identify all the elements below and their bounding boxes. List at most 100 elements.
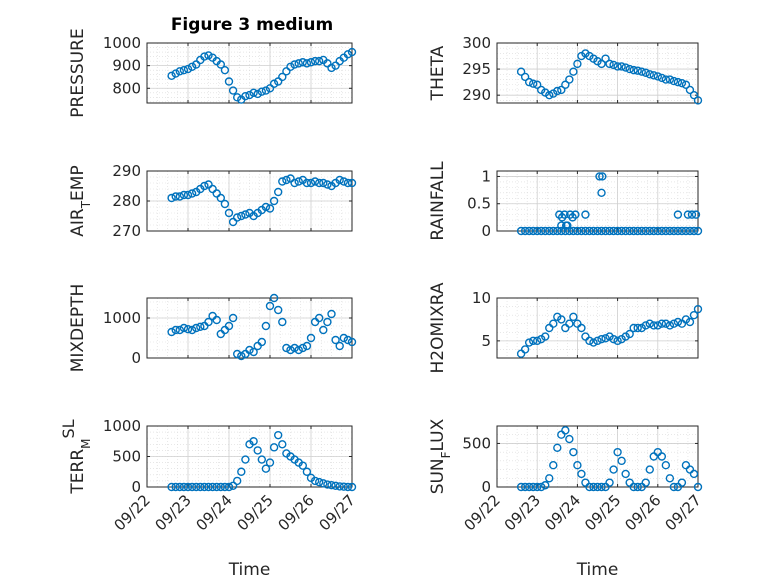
data-point — [516, 67, 526, 76]
subplot-pressure: 800 900 1000 PRESSURE — [68, 28, 357, 118]
data-point — [677, 78, 687, 88]
data-point — [545, 90, 554, 100]
data-point — [323, 480, 332, 489]
data-point — [549, 319, 558, 328]
data-point — [673, 226, 683, 236]
data-point — [649, 71, 658, 80]
data-point — [621, 226, 630, 236]
data-point — [208, 184, 217, 194]
subplot-rainfall: 0 0.5 1 RAINFALL — [428, 161, 703, 241]
data-point — [167, 482, 176, 492]
data-point — [331, 481, 340, 490]
data-point — [310, 476, 320, 486]
data-point — [669, 319, 679, 328]
data-point — [629, 323, 638, 333]
data-point — [609, 465, 618, 474]
data-point — [241, 92, 250, 101]
data-point — [597, 482, 606, 492]
data-point — [645, 226, 654, 236]
data-point — [290, 60, 299, 69]
data-point — [278, 440, 287, 449]
y-axis-label: PRESSURE — [68, 28, 88, 117]
data-point — [577, 323, 586, 333]
data-point — [228, 86, 238, 95]
data-point — [569, 226, 578, 236]
data-point — [261, 202, 271, 212]
data-point — [657, 73, 667, 83]
data-point — [561, 221, 571, 230]
data-point — [681, 80, 691, 89]
data-point — [261, 86, 271, 95]
data-point — [669, 482, 679, 492]
axes-box — [146, 42, 353, 104]
data-point — [310, 177, 320, 186]
data-point — [601, 334, 610, 343]
data-point — [208, 482, 217, 492]
data-point — [520, 345, 530, 354]
data-point — [657, 319, 667, 328]
data-point — [693, 482, 703, 492]
data-point — [560, 210, 569, 219]
data-point — [653, 72, 662, 81]
data-point — [335, 175, 344, 185]
x-axis-label: Time — [228, 560, 271, 580]
data-point — [315, 313, 324, 323]
data-point — [598, 172, 607, 181]
data-point — [641, 68, 650, 77]
data-point — [319, 479, 328, 488]
data-point — [653, 321, 662, 330]
data-point — [565, 434, 574, 444]
subplot-theta: 290 295 300 THETA — [428, 34, 703, 105]
data-point — [249, 347, 258, 357]
data-point — [533, 226, 542, 236]
data-point — [335, 341, 344, 351]
data-point — [298, 461, 307, 470]
data-point — [179, 323, 189, 333]
data-point — [298, 58, 307, 67]
data-point — [257, 455, 266, 464]
data-point — [561, 226, 570, 236]
data-point — [645, 465, 654, 474]
data-point — [224, 208, 234, 218]
data-point — [595, 172, 604, 181]
data-point — [327, 480, 336, 490]
data-point — [549, 461, 558, 470]
data-point — [601, 226, 610, 236]
data-point — [187, 482, 197, 492]
data-point — [689, 226, 699, 236]
y-axis-label: AIRTEMP — [68, 165, 93, 236]
data-point — [302, 341, 312, 351]
data-point — [689, 90, 699, 100]
data-point — [191, 60, 201, 69]
data-point — [649, 321, 658, 330]
data-point — [577, 226, 586, 236]
data-point — [633, 226, 642, 236]
data-point — [171, 192, 180, 201]
data-point — [549, 226, 558, 236]
data-point — [347, 178, 357, 188]
data-point — [249, 437, 258, 446]
data-point — [245, 90, 254, 100]
data-point — [541, 481, 550, 490]
data-point — [315, 56, 324, 66]
data-point — [524, 482, 534, 492]
data-point — [693, 96, 703, 105]
data-point — [661, 75, 671, 84]
data-point — [605, 478, 614, 487]
data-point — [693, 226, 703, 236]
data-point — [282, 175, 291, 185]
data-point — [183, 482, 193, 492]
data-point — [261, 464, 271, 473]
data-point — [609, 334, 618, 344]
data-point — [645, 319, 654, 328]
data-point — [282, 343, 291, 353]
data-point — [613, 62, 622, 71]
data-point — [633, 323, 642, 333]
data-point — [637, 226, 646, 236]
data-point — [196, 322, 205, 331]
data-point — [183, 190, 193, 200]
data-point — [339, 482, 348, 491]
data-point — [204, 180, 213, 189]
data-point — [613, 447, 622, 457]
